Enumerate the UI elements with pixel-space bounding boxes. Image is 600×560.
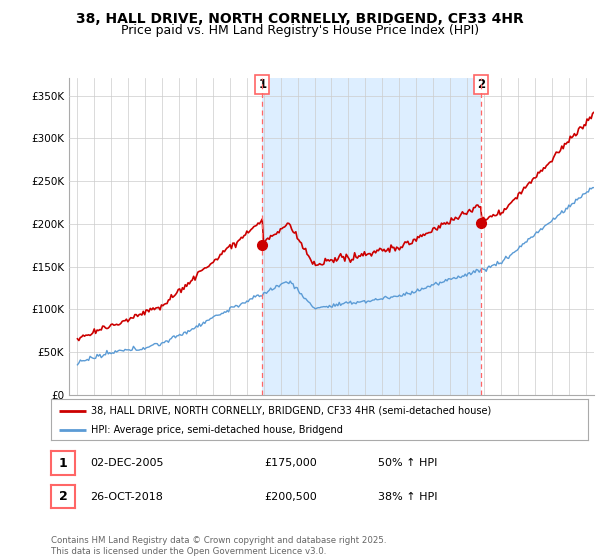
Text: 26-OCT-2018: 26-OCT-2018 [90, 492, 163, 502]
Text: 2: 2 [477, 78, 485, 91]
Text: HPI: Average price, semi-detached house, Bridgend: HPI: Average price, semi-detached house,… [91, 424, 343, 435]
Text: 50% ↑ HPI: 50% ↑ HPI [378, 458, 437, 468]
Text: 38% ↑ HPI: 38% ↑ HPI [378, 492, 437, 502]
Text: Price paid vs. HM Land Registry's House Price Index (HPI): Price paid vs. HM Land Registry's House … [121, 24, 479, 37]
Text: £200,500: £200,500 [264, 492, 317, 502]
Text: 1: 1 [259, 78, 266, 91]
Text: 1: 1 [59, 456, 67, 470]
Bar [262, 78, 481, 395]
Text: £175,000: £175,000 [264, 458, 317, 468]
Text: 02-DEC-2005: 02-DEC-2005 [90, 458, 163, 468]
Text: 38, HALL DRIVE, NORTH CORNELLY, BRIDGEND, CF33 4HR (semi-detached house): 38, HALL DRIVE, NORTH CORNELLY, BRIDGEND… [91, 405, 491, 416]
Text: 38, HALL DRIVE, NORTH CORNELLY, BRIDGEND, CF33 4HR: 38, HALL DRIVE, NORTH CORNELLY, BRIDGEND… [76, 12, 524, 26]
Text: 2: 2 [59, 490, 67, 503]
Text: Contains HM Land Registry data © Crown copyright and database right 2025.
This d: Contains HM Land Registry data © Crown c… [51, 536, 386, 556]
